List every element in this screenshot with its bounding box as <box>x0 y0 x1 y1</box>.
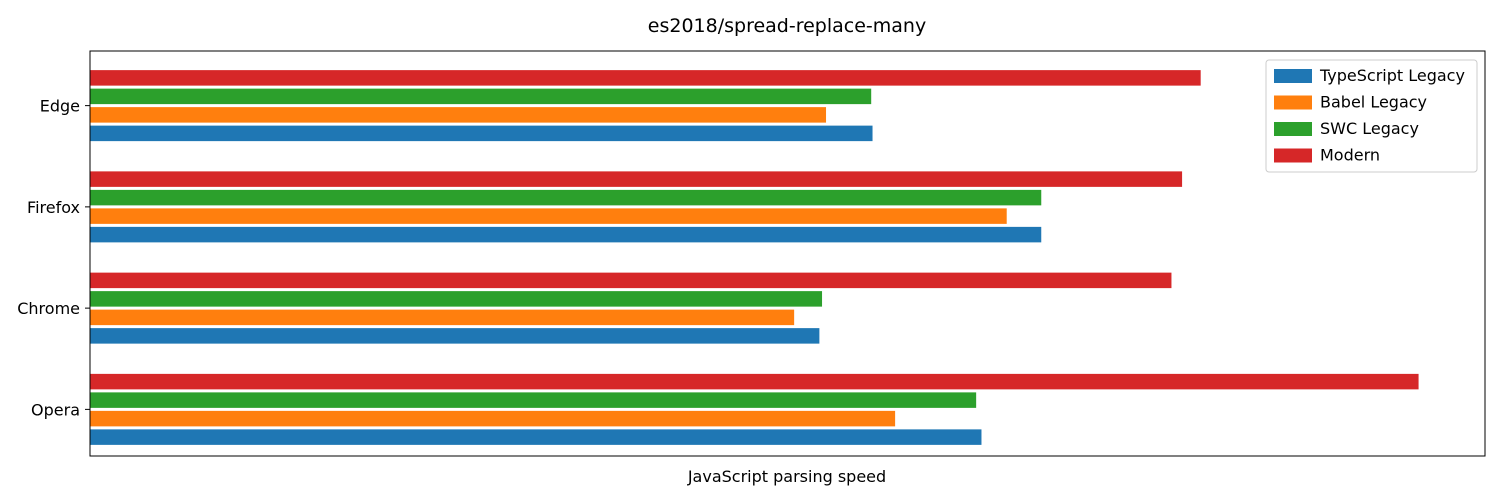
bar-chrome-babel-legacy <box>90 309 795 326</box>
legend-swatch <box>1274 95 1312 110</box>
legend-box <box>1265 59 1478 173</box>
bar-chrome-typescript-legacy <box>90 328 820 344</box>
legend: TypeScript Legacy Babel Legacy SWC Legacy M… <box>1265 59 1478 173</box>
legend-label: Modern <box>1320 146 1380 165</box>
bar-edge-modern <box>90 70 1201 86</box>
bars-group <box>90 70 1419 445</box>
legend-swatch <box>1274 69 1312 83</box>
y-axis: Edge Firefox Chrome Opera <box>17 97 90 419</box>
bar-opera-babel-legacy <box>90 410 896 427</box>
bar-firefox-swc-legacy <box>90 189 1042 206</box>
bar-edge-swc-legacy <box>90 88 872 105</box>
y-tick-label: Opera <box>31 400 80 419</box>
legend-swatch <box>1274 122 1312 136</box>
x-axis-label: JavaScript parsing speed <box>687 467 886 486</box>
bar-edge-babel-legacy <box>90 107 827 123</box>
bar-edge-typescript-legacy <box>90 125 873 142</box>
legend-label: Babel Legacy <box>1320 93 1427 112</box>
y-tick-label: Edge <box>40 97 80 116</box>
y-tick-label: Chrome <box>17 299 80 318</box>
bar-chrome-swc-legacy <box>90 291 823 307</box>
legend-label: SWC Legacy <box>1320 119 1419 138</box>
bar-firefox-babel-legacy <box>90 208 1007 224</box>
chart-title: es2018/spread-replace-many <box>648 15 926 37</box>
legend-swatch <box>1274 148 1312 163</box>
y-tick-label: Firefox <box>27 198 80 217</box>
bar-opera-swc-legacy <box>90 392 977 408</box>
bar-chrome-modern <box>90 272 1172 289</box>
bar-firefox-modern <box>90 171 1183 187</box>
legend-label: TypeScript Legacy <box>1319 66 1465 85</box>
bar-opera-typescript-legacy <box>90 429 982 445</box>
bar-opera-modern <box>90 373 1419 390</box>
bar-firefox-typescript-legacy <box>90 226 1042 243</box>
plot-frame <box>89 50 1486 457</box>
